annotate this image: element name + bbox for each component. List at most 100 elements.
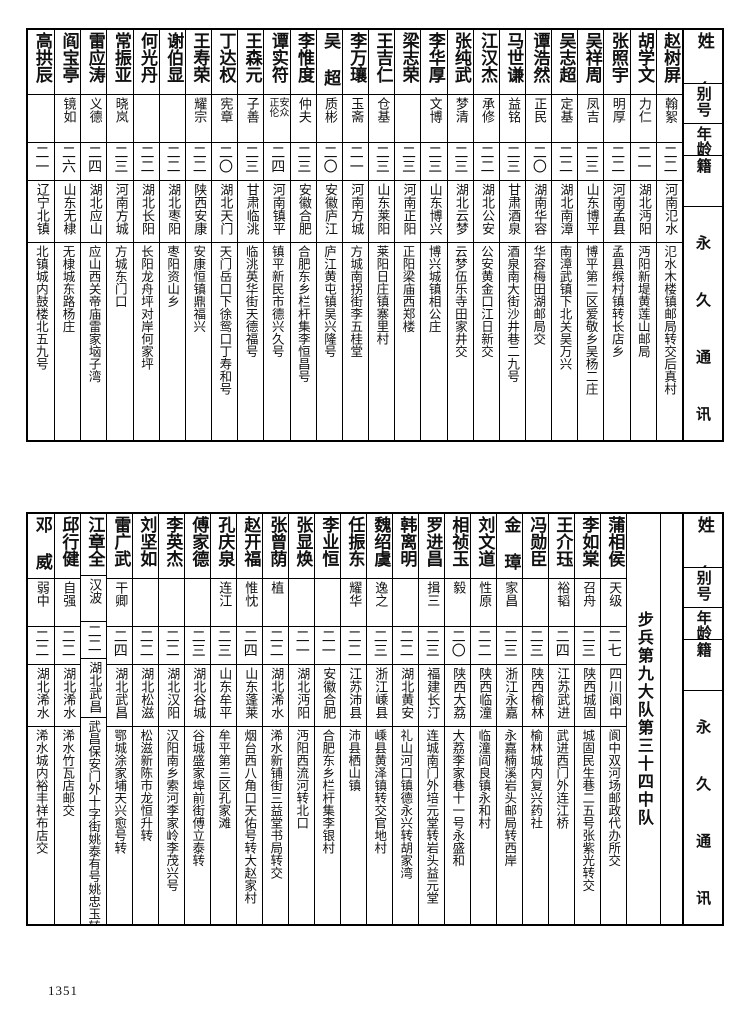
roster-entry-column[interactable]: 任振东 耀华 二二 江苏沛县 沛县栖山镇 xyxy=(340,514,366,924)
entry-native-place: 浙江永嘉 xyxy=(497,664,522,726)
roster-entry-column[interactable]: 李惟度 仲夫 二三 安徽合肥 合肥东乡栏杆集李恒昌号 xyxy=(289,30,316,440)
roster-entry-column[interactable]: 傅家德 二三 湖北谷城 谷城盛家埠前街傅立泰转 xyxy=(184,514,210,924)
entry-alias-text: 仲夫 xyxy=(295,97,311,123)
entry-age-text: 二二 xyxy=(345,629,362,657)
roster-entry-column[interactable]: 江章全 汉波 二二 湖北武昌 武昌保安门外十字街姚泰有号姚忠玉转 xyxy=(80,514,106,924)
entry-name: 邓 威 xyxy=(28,514,54,578)
roster-entry-column[interactable]: 雷广武 干卿 二四 湖北武昌 鄂城涂家埔天兴愈号转 xyxy=(106,514,132,924)
roster-entry-column[interactable]: 马世谦 益铭 二三 甘肃酒泉 酒泉南大街沙井巷二九号 xyxy=(498,30,525,440)
entry-address: 鄂城涂家埔天兴愈号转 xyxy=(107,726,132,924)
entry-name: 胡学文 xyxy=(631,30,656,94)
roster-entry-column[interactable]: 金 璋家昌 二三 浙江永嘉 永嘉楠溪岩头邮局转西岸 xyxy=(496,514,522,924)
roster-entry-column[interactable]: 邓 威弱中 二二 湖北浠水 浠水城内裕丰祥布店交 xyxy=(28,514,54,924)
roster-entry-column[interactable]: 王森元 子善 二三 甘肃临洮 临洮英华街天德福号 xyxy=(237,30,264,440)
entry-age: 二三 xyxy=(578,142,604,180)
roster-entry-column[interactable]: 孔庆泉 连江 二三 山东牟平 牟平第三区孔家滩 xyxy=(210,514,236,924)
roster-entry-column[interactable]: 赵树屏 翰絮 二二 河南氾水 氾水木楼镇邮局转交后真村 xyxy=(655,30,682,440)
entry-name: 王吉仁 xyxy=(369,30,394,94)
roster-entry-column[interactable]: 何光丹 二二 湖北长阳 长阳龙舟坪对岸何家坪 xyxy=(132,30,159,440)
entry-age: 二三 xyxy=(421,142,447,180)
entry-alias-text: 正民 xyxy=(531,97,547,123)
entry-alias-text: 力仁 xyxy=(635,97,651,123)
roster-entry-column[interactable]: 刘文道 性原 二二 陕西临潼 临潼阎良镇永和村 xyxy=(470,514,496,924)
roster-entry-column[interactable]: 赵开福 惟忱 二四 山东蓬莱 烟台西八角口天佑号转大赵家村 xyxy=(236,514,262,924)
roster-entry-column[interactable]: 魏绍虞 逸之 二三 浙江嵊县 嵊县黄泽镇转交官地村 xyxy=(366,514,392,924)
entry-name: 张曾荫 xyxy=(263,514,288,578)
entry-address-text: 北镇城内鼓楼北五九号 xyxy=(33,245,49,370)
roster-entry-column[interactable]: 吴 超质彬 二〇 安徽庐江 庐江黄屯镇吴兴隆号 xyxy=(315,30,342,440)
roster-entry-column[interactable]: 李如棠 召舟 二三 陕西城固 城固民生巷二五号张紫光转交 xyxy=(574,514,600,924)
entry-alias: 连江 xyxy=(211,578,236,626)
entry-native-place: 湖北黄安 xyxy=(393,664,418,726)
roster-entry-column[interactable]: 胡学文 力仁 二一 湖北沔阳 沔阳新堤黄莲山邮局 xyxy=(629,30,656,440)
entry-address-text: 云梦伍乐寺田家井交 xyxy=(452,245,468,358)
entry-age-text: 二三 xyxy=(189,629,206,657)
entry-native-place-text: 安徽合肥 xyxy=(295,183,311,235)
row-label-native-place-text: 籍 贯 xyxy=(694,157,713,207)
entry-name: 谢伯显 xyxy=(160,30,185,94)
entry-name-text: 谢伯显 xyxy=(163,32,184,83)
roster-entry-column[interactable]: 相祯玉毅二〇 陕西大荔 大荔李家巷十一号永盛和 xyxy=(444,514,470,924)
entry-name: 冯勋臣 xyxy=(523,514,548,578)
entry-alias-text: 益铭 xyxy=(505,97,521,123)
entry-address: 安康恒镇鼎福兴 xyxy=(185,242,212,440)
roster-entry-column[interactable]: 丁达权 宪章 二〇 湖北天门 天门岳口下徐鸳口丁寿和号 xyxy=(211,30,238,440)
entry-alias: 玉斋 xyxy=(342,94,369,142)
roster-entry-column[interactable]: 李英杰 二二 湖北汉阳 汉阳南乡索河李家岭李茂兴号 xyxy=(158,514,184,924)
roster-entry-column[interactable]: 蒲相侯 天级 二七 四川阆中 阆中双河场邮政代办所交 xyxy=(600,514,626,924)
entry-alias: 耀宗 xyxy=(185,94,212,142)
entry-name-text: 王森元 xyxy=(241,32,262,83)
entry-name-text: 何光丹 xyxy=(137,32,158,83)
entry-name-text: 蒲相侯 xyxy=(604,516,625,567)
entry-age: 二三 xyxy=(523,626,548,664)
entry-alias-text: 义德 xyxy=(86,97,102,123)
entry-alias: 明厚 xyxy=(604,94,630,142)
roster-entry-column[interactable]: 谭浩然 正民 二〇 湖南华容 华容梅田湖邮局交 xyxy=(524,30,552,440)
roster-entry-column[interactable]: 江汉杰 承修 二二 湖北公安 公安黄金口江日新交 xyxy=(472,30,499,440)
roster-entry-column[interactable]: 李华厚 文博 二三 山东博兴 博兴城镇相公庄 xyxy=(420,30,447,440)
entry-address-text: 临洮英华街天德福号 xyxy=(243,245,259,358)
entry-alias xyxy=(159,578,184,626)
entry-alias-text: 连江 xyxy=(216,581,232,607)
entry-address: 浠水竹瓦店邮交 xyxy=(55,726,80,924)
roster-entry-column[interactable]: 谢伯显 二二 湖北枣阳 枣阳资山乡 xyxy=(158,30,185,440)
roster-entry-column[interactable]: 雷应涛 义德 二四 湖北应山 应山西关帝庙雷家垴子湾 xyxy=(80,30,107,440)
roster-entry-column[interactable]: 邱行健 自强 二二 湖北浠水 浠水竹瓦店邮交 xyxy=(54,514,80,924)
entry-address-text: 氾水木楼镇邮局转交后真村 xyxy=(662,245,678,395)
roster-entry-column[interactable]: 罗进昌 揖三 二三 福建长汀 连城南门外培元堂转岩头益元堂 xyxy=(418,514,444,924)
roster-entry-column[interactable]: 李业恒 二一 安徽合肥 合肥东乡栏杆集李银村 xyxy=(314,514,340,924)
entry-address: 临洮英华街天德福号 xyxy=(238,242,264,440)
roster-entry-column[interactable]: 冯勋臣 二三 陕西榆林 榆林城内复兴药社 xyxy=(522,514,548,924)
entry-age: 二三 xyxy=(395,142,421,180)
roster-entry-column[interactable]: 阎宝亭 镜如 二六 山东无棣 无棣城东路杨庄 xyxy=(54,30,81,440)
roster-entry-column[interactable]: 梁志荣 二三 河南正阳 正阳梁庙西郑楼 xyxy=(394,30,421,440)
roster-entry-column[interactable]: 张显焕 二一 湖北沔阳 沔阳西流河转北口 xyxy=(288,514,314,924)
entry-alias-text: 仓基 xyxy=(374,97,390,123)
roster-entry-column[interactable]: 张照宇 明厚 二二 河南孟县 孟县缑村镇转长店乡 xyxy=(603,30,630,440)
entry-alias: 凤吉 xyxy=(578,94,604,142)
roster-entry-column[interactable]: 常振亚 晓岚 二三 河南方城 方城东门口 xyxy=(106,30,133,440)
roster-entry-column[interactable]: 韩离明 二二 湖北黄安 礼山河口镇德永兴转胡家湾 xyxy=(392,514,418,924)
roster-entry-column[interactable]: 王吉仁 仓基 二三 山东莱阳 莱阳日庄镇寨里村 xyxy=(368,30,395,440)
roster-entry-column[interactable]: 张曾荫植二二 湖北浠水 浠水新铺街三益堂书局转交 xyxy=(262,514,288,924)
entry-address-text: 合肥东乡栏杆集李恒昌号 xyxy=(295,245,311,383)
roster-entry-column[interactable]: 谭实符 安众 正伦 二四 河南镇平 镇平新民市德兴久号 xyxy=(263,30,290,440)
entry-age-text: 二三 xyxy=(579,629,596,657)
roster-entry-column[interactable]: 王介珏 裕韬 二四 江苏武进 武进西门外连江桥 xyxy=(548,514,574,924)
entry-age-text: 二二 xyxy=(137,629,154,657)
entry-name-text: 李华厚 xyxy=(424,32,445,83)
roster-entry-column[interactable]: 刘坚如 二二 湖北松滋 松滋新陈市龙恒升转 xyxy=(132,514,158,924)
entry-age-text: 二四 xyxy=(269,145,286,173)
entry-address-text: 长阳龙舟坪对岸何家坪 xyxy=(138,245,154,370)
roster-entry-column[interactable]: 李万瓖 玉斋 二一 河南方城 方城南拐街李五桂堂 xyxy=(341,30,369,440)
roster-entry-column[interactable]: 王寿荣 耀宗 二二 陕西安康 安康恒镇鼎福兴 xyxy=(184,30,212,440)
entry-name-text: 雷广武 xyxy=(110,516,131,567)
entry-alias-text: 性原 xyxy=(476,581,492,607)
entry-age-text: 二二 xyxy=(478,145,495,173)
roster-entry-column[interactable]: 吴志超 定基 二二 湖北南漳 南漳武镇下北关吴万兴 xyxy=(551,30,578,440)
roster-entry-column[interactable]: 张纯武 梦清 二三 湖北云梦 云梦伍乐寺田家井交 xyxy=(446,30,473,440)
roster-entry-column[interactable]: 吴祥周 凤吉 二三 山东博平 博平第二区爱敬乡吴杨二庄 xyxy=(577,30,604,440)
roster-entry-column[interactable]: 高拱辰 二一 辽宁北镇 北镇城内鼓楼北五九号 xyxy=(28,30,55,440)
row-label-alias-text: 别号 xyxy=(694,85,713,118)
entry-address-text: 南漳武镇下北关吴万兴 xyxy=(557,245,573,370)
